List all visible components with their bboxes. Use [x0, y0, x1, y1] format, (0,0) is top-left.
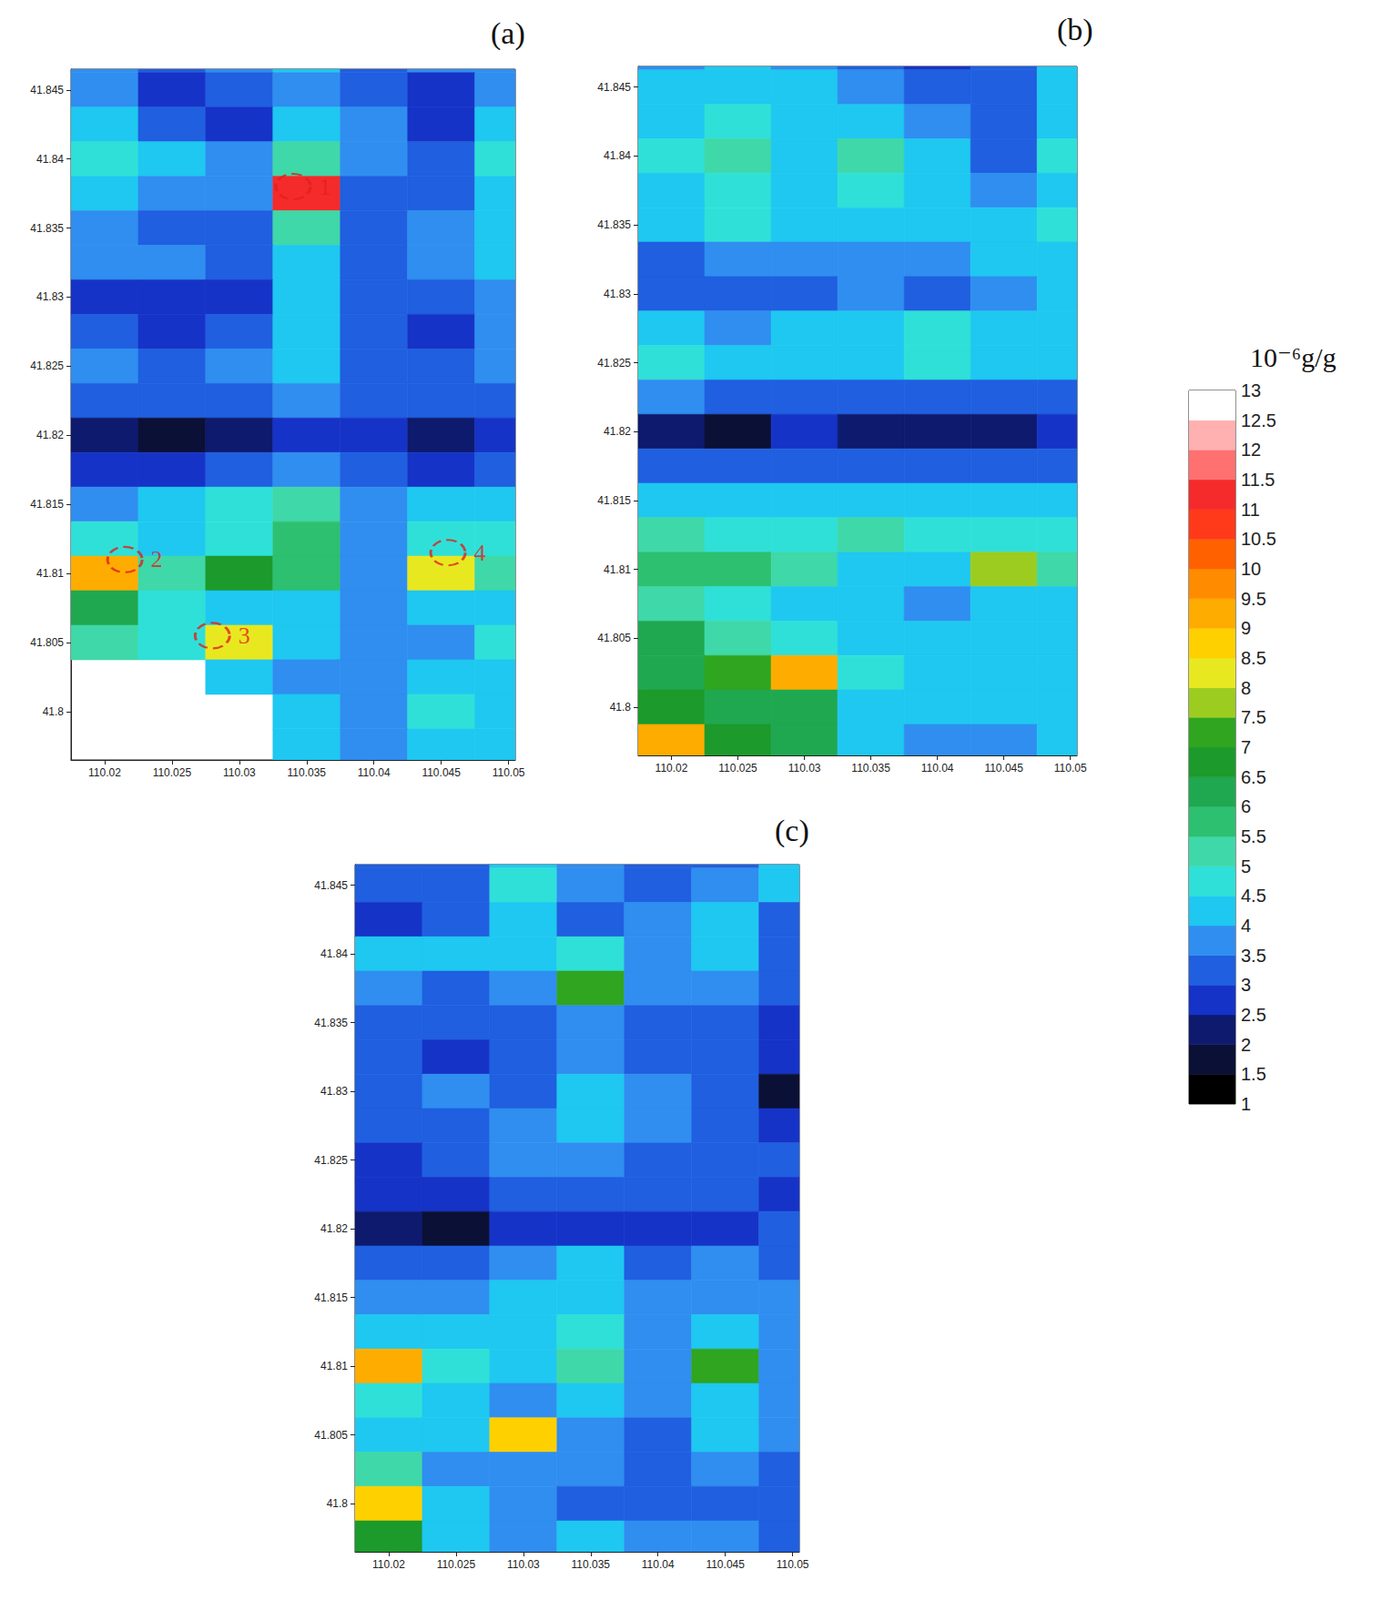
svg-text:41.805: 41.805: [30, 636, 64, 650]
svg-text:41.84: 41.84: [36, 152, 64, 166]
svg-text:110.025: 110.025: [718, 762, 758, 775]
svg-text:6: 6: [1240, 796, 1251, 817]
svg-text:41.815: 41.815: [314, 1291, 348, 1305]
svg-text:3: 3: [238, 622, 251, 650]
svg-text:13: 13: [1240, 380, 1261, 401]
svg-text:3.5: 3.5: [1240, 945, 1267, 966]
svg-text:(a): (a): [490, 16, 526, 51]
svg-text:9.5: 9.5: [1240, 589, 1267, 610]
svg-text:1.5: 1.5: [1240, 1064, 1267, 1085]
svg-text:41.81: 41.81: [36, 567, 64, 580]
svg-text:41.845: 41.845: [597, 81, 631, 94]
svg-text:41.84: 41.84: [320, 947, 348, 961]
svg-text:41.8: 41.8: [609, 701, 632, 714]
svg-text:2: 2: [151, 546, 163, 573]
svg-text:110.035: 110.035: [571, 1558, 611, 1572]
svg-text:41.815: 41.815: [597, 494, 631, 508]
svg-text:41.835: 41.835: [597, 218, 631, 232]
svg-text:9: 9: [1240, 618, 1251, 639]
svg-text:10: 10: [1240, 558, 1261, 580]
svg-text:110.03: 110.03: [788, 762, 822, 775]
svg-text:41.83: 41.83: [603, 287, 631, 301]
svg-text:5.5: 5.5: [1240, 826, 1267, 847]
svg-text:41.815: 41.815: [30, 497, 64, 511]
svg-text:3: 3: [1240, 975, 1251, 996]
svg-text:7.5: 7.5: [1240, 707, 1267, 728]
svg-text:41.825: 41.825: [314, 1154, 348, 1168]
svg-text:4.5: 4.5: [1240, 885, 1267, 906]
svg-text:41.845: 41.845: [30, 83, 64, 97]
svg-text:41.82: 41.82: [320, 1222, 348, 1236]
svg-text:41.835: 41.835: [30, 222, 64, 235]
svg-text:110.025: 110.025: [152, 766, 193, 780]
svg-text:4: 4: [1240, 915, 1251, 936]
svg-text:110.02: 110.02: [372, 1558, 406, 1572]
svg-text:8.5: 8.5: [1240, 648, 1267, 669]
svg-text:110.045: 110.045: [421, 766, 461, 780]
svg-text:41.825: 41.825: [30, 359, 64, 373]
svg-text:110.05: 110.05: [492, 766, 526, 780]
svg-text:110.025: 110.025: [436, 1558, 477, 1572]
svg-text:6.5: 6.5: [1240, 767, 1267, 788]
svg-text:110.04: 110.04: [921, 762, 955, 775]
svg-text:2: 2: [1240, 1035, 1251, 1056]
svg-text:110.05: 110.05: [1054, 762, 1088, 775]
svg-text:41.84: 41.84: [603, 149, 631, 163]
svg-text:41.81: 41.81: [603, 563, 631, 577]
svg-text:10.5: 10.5: [1240, 528, 1277, 549]
svg-text:2.5: 2.5: [1240, 1005, 1267, 1026]
svg-text:(c): (c): [774, 813, 810, 849]
svg-text:11.5: 11.5: [1240, 469, 1275, 490]
svg-text:41.825: 41.825: [597, 356, 631, 370]
svg-text:110.04: 110.04: [357, 766, 391, 780]
svg-text:110.02: 110.02: [655, 762, 689, 775]
svg-text:5: 5: [1240, 856, 1251, 877]
svg-text:41.81: 41.81: [320, 1360, 348, 1373]
svg-text:110.035: 110.035: [287, 766, 327, 780]
svg-text:110.03: 110.03: [223, 766, 256, 780]
svg-text:110.05: 110.05: [776, 1558, 810, 1572]
svg-text:1: 1: [318, 173, 331, 201]
svg-text:11: 11: [1240, 499, 1261, 520]
svg-text:110.035: 110.035: [851, 762, 891, 775]
svg-text:110.03: 110.03: [507, 1558, 540, 1572]
svg-text:12.5: 12.5: [1240, 410, 1277, 431]
svg-text:41.82: 41.82: [36, 428, 64, 442]
svg-text:110.02: 110.02: [88, 766, 122, 780]
svg-text:12: 12: [1240, 439, 1261, 460]
svg-text:1: 1: [1240, 1094, 1251, 1115]
svg-text:(b): (b): [1056, 12, 1094, 48]
svg-text:41.845: 41.845: [314, 879, 348, 893]
svg-text:10⁻⁶g/g: 10⁻⁶g/g: [1249, 342, 1337, 373]
svg-text:41.8: 41.8: [42, 705, 65, 719]
svg-text:4: 4: [474, 539, 487, 567]
svg-text:41.83: 41.83: [36, 290, 64, 304]
svg-text:41.805: 41.805: [314, 1429, 348, 1443]
svg-text:110.04: 110.04: [641, 1558, 675, 1572]
svg-text:41.83: 41.83: [320, 1085, 348, 1098]
svg-text:110.045: 110.045: [705, 1558, 745, 1572]
svg-text:8: 8: [1240, 678, 1251, 699]
svg-text:41.835: 41.835: [314, 1016, 348, 1030]
svg-text:41.8: 41.8: [326, 1497, 349, 1511]
svg-text:41.82: 41.82: [603, 425, 631, 438]
svg-text:110.045: 110.045: [984, 762, 1024, 775]
svg-text:41.805: 41.805: [597, 631, 631, 645]
svg-text:7: 7: [1240, 737, 1251, 758]
